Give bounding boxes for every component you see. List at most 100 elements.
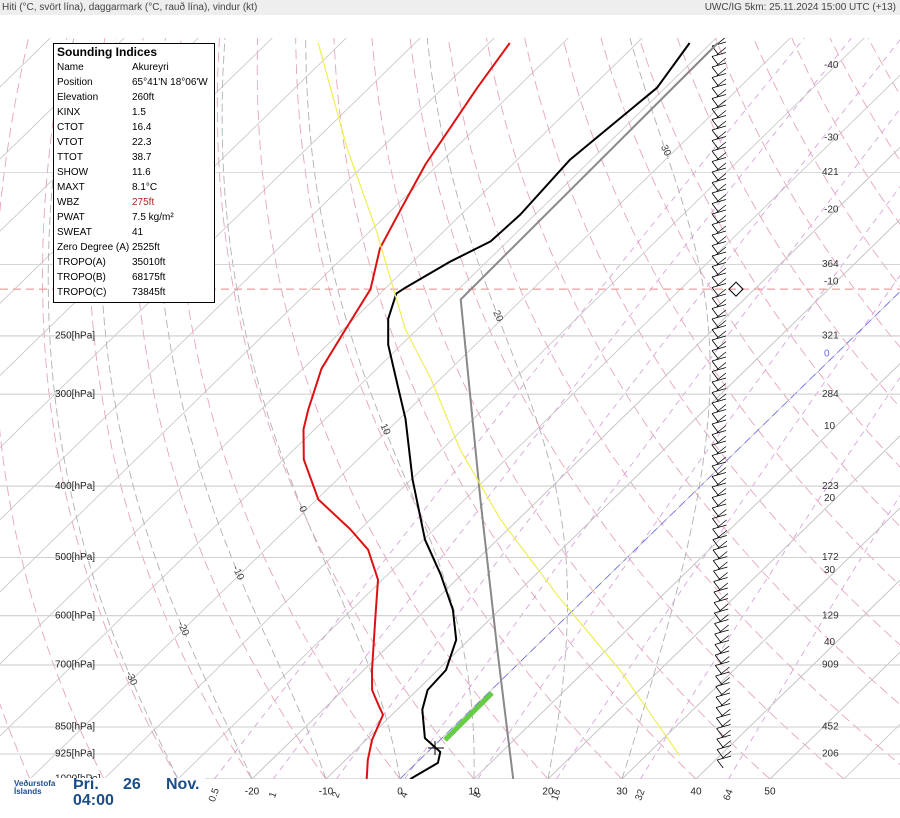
isotherm-tick [548, 0, 900, 779]
month: Nov. [166, 776, 199, 794]
index-label: Elevation [54, 90, 132, 105]
x-tick-label: 50 [764, 787, 776, 798]
wind-barb [717, 741, 731, 758]
wind-barb [712, 226, 726, 243]
height-label: 321 [822, 331, 839, 342]
index-row: Zero Degree (A)2525ft [54, 240, 214, 255]
index-value: 65°41'N 18°06'W [132, 75, 208, 90]
wind-barb [712, 111, 726, 128]
wind-barb [717, 751, 731, 768]
wind-barb [717, 730, 731, 747]
pressure-label: 600[hPa] [55, 610, 95, 621]
wind-barb [715, 636, 729, 653]
index-label: Zero Degree (A) [54, 240, 132, 255]
wind-barb [716, 678, 730, 695]
wind-barb [712, 58, 726, 75]
index-value: 11.6 [132, 165, 151, 180]
wind-barb [712, 321, 726, 338]
height-label: 909 [822, 660, 839, 671]
moist-adiabat-label: 20 [490, 309, 505, 324]
wind-barb [712, 279, 726, 296]
index-value: 22.3 [132, 135, 151, 150]
wind-barb [714, 615, 728, 632]
isotherm [252, 0, 900, 779]
moist-adiabat-label: -30 [123, 670, 139, 688]
x-tick-label: 40 [690, 787, 702, 798]
index-label: SHOW [54, 165, 132, 180]
index-label: Name [54, 60, 132, 75]
dry-adiabat [405, 0, 844, 779]
wind-barb [712, 405, 726, 422]
isotherm-right-label: 20 [824, 493, 836, 504]
index-value: 1.5 [132, 105, 146, 120]
moist-adiabat [614, 0, 710, 779]
wind-barb [714, 604, 728, 621]
wind-barb [712, 499, 726, 516]
wind-barb [712, 268, 726, 285]
isotherm-right-label: -30 [824, 132, 839, 143]
index-label: WBZ [54, 195, 132, 210]
indices-title: Sounding Indices [57, 45, 214, 59]
wind-barb [716, 709, 730, 726]
time: 04:00 [73, 792, 114, 810]
date: 26 [123, 776, 141, 794]
index-label: PWAT [54, 210, 132, 225]
pressure-label: 300[hPa] [55, 389, 95, 400]
dry-adiabat [257, 0, 548, 779]
wind-barb [712, 352, 726, 369]
pressure-label: 500[hPa] [55, 552, 95, 563]
index-value: 7.5 kg/m² [132, 210, 174, 225]
dry-adiabat [296, 0, 622, 779]
index-value: 41 [132, 225, 143, 240]
wind-barb [712, 468, 726, 485]
profile-line [304, 43, 510, 779]
wind-barb [714, 583, 728, 600]
wind-barb [712, 90, 726, 107]
index-label: TROPO(A) [54, 255, 132, 270]
isotherm [178, 0, 900, 779]
wind-barb [714, 594, 728, 611]
isotherm-tick [622, 0, 900, 779]
index-value: Akureyri [132, 60, 169, 75]
mixing-ratio-line [214, 0, 859, 779]
wind-barb [712, 331, 726, 348]
index-row: TROPO(A)35010ft [54, 255, 214, 270]
wind-barb [712, 153, 726, 170]
dry-adiabat [333, 0, 696, 779]
wind-barb [712, 48, 726, 65]
isotherm [104, 0, 900, 779]
isotherm [548, 0, 900, 779]
wind-barb [712, 342, 726, 359]
index-label: TROPO(C) [54, 285, 132, 300]
height-label: 421 [822, 167, 839, 178]
index-value: 38.7 [132, 150, 151, 165]
wind-barb [712, 132, 726, 149]
wind-barb [713, 552, 727, 569]
logo-line: Íslands [14, 788, 55, 796]
wind-barb [712, 258, 726, 275]
index-label: SWEAT [54, 225, 132, 240]
height-label: 364 [822, 259, 839, 270]
index-value: 260ft [132, 90, 154, 105]
isotherm-right-label: -20 [824, 204, 839, 215]
isotherm-right-label: 0 [824, 349, 830, 360]
isotherm [622, 0, 900, 779]
mixing-ratio-line [729, 0, 900, 779]
wind-barb [712, 184, 726, 201]
wind-barb [712, 510, 726, 527]
wind-barb [712, 247, 726, 264]
wind-barb [717, 720, 731, 737]
wind-barb [712, 79, 726, 96]
height-label: 452 [822, 722, 839, 733]
isotherm-right-label: 10 [824, 421, 836, 432]
wind-barb [712, 436, 726, 453]
